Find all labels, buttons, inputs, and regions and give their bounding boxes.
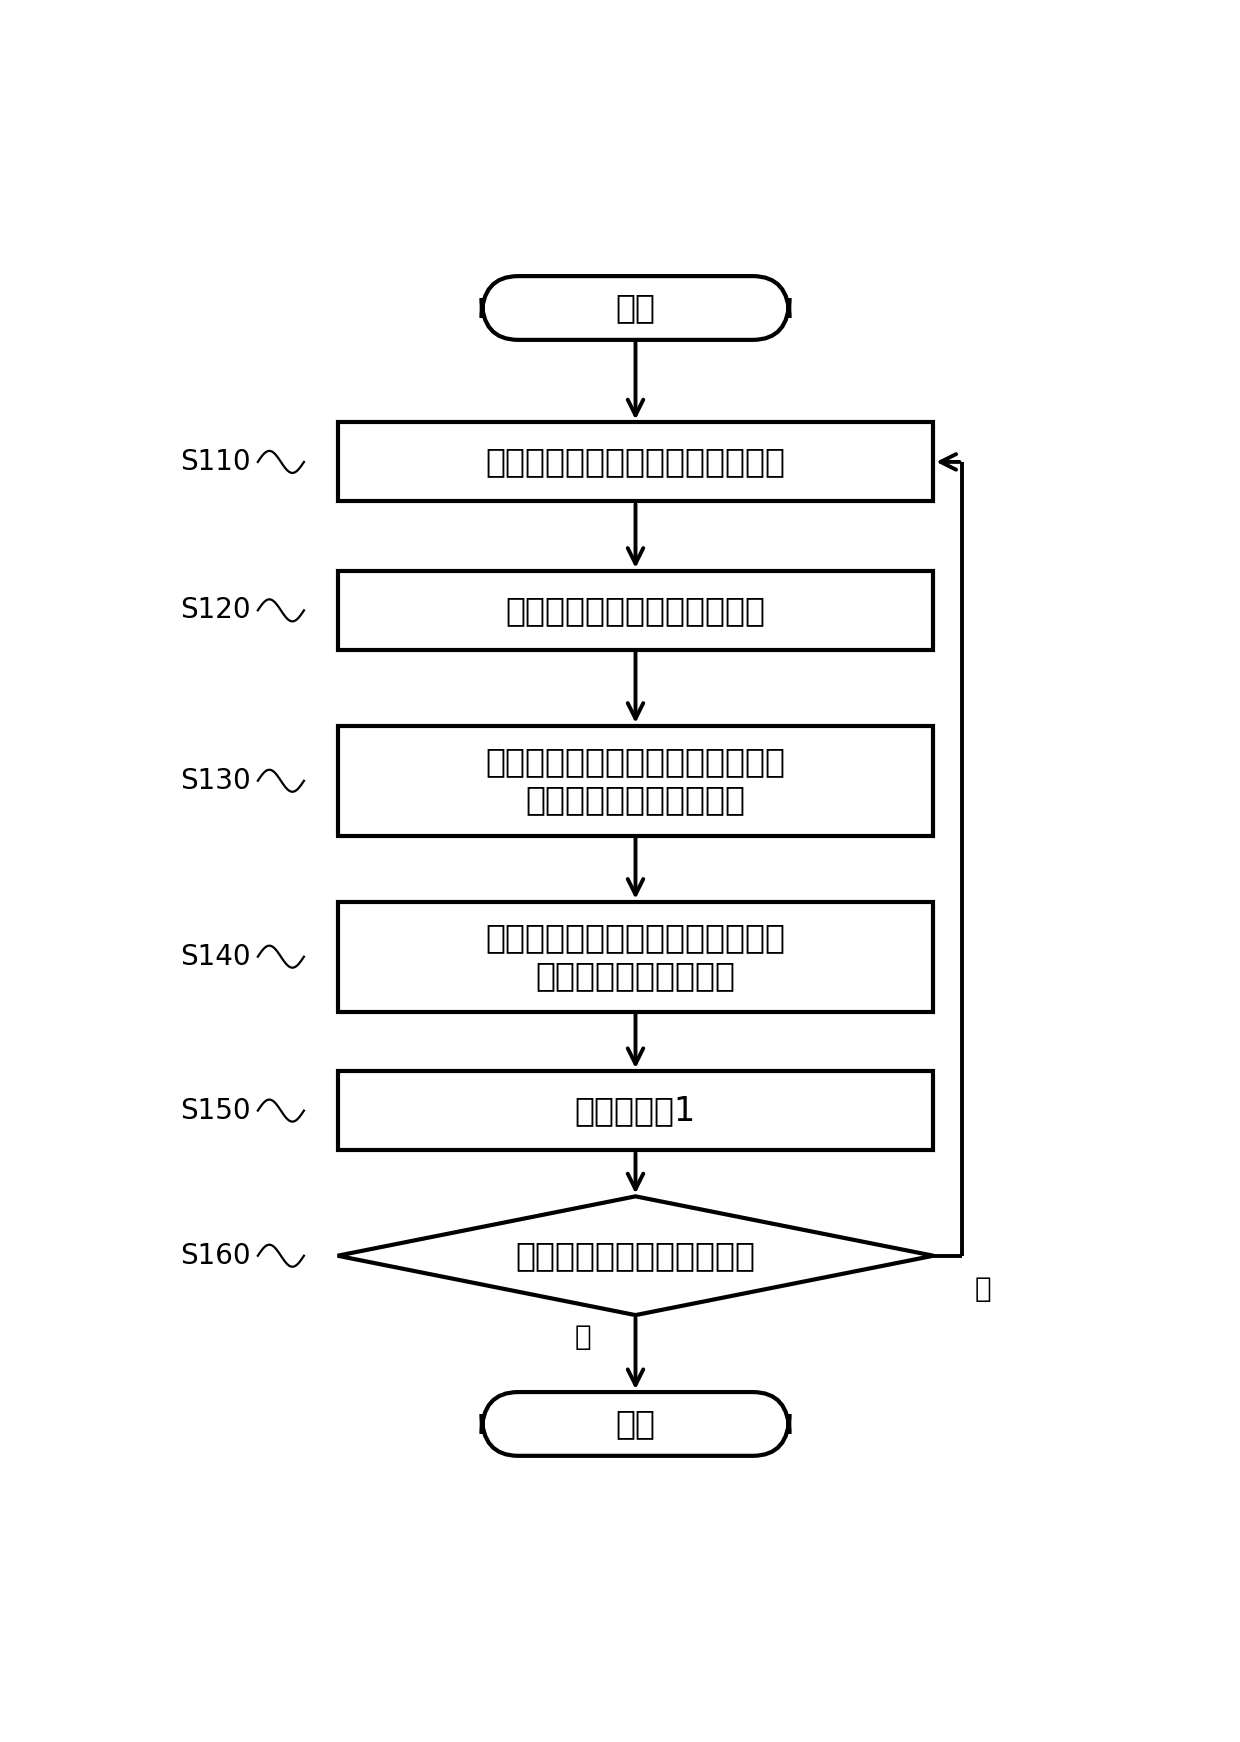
FancyBboxPatch shape [481, 275, 789, 340]
Text: 结束: 结束 [615, 1408, 656, 1441]
Text: 开始: 开始 [615, 291, 656, 324]
Bar [337, 726, 934, 836]
Text: 采集电流环输入和电流环输出: 采集电流环输入和电流环输出 [506, 594, 765, 627]
Text: S150: S150 [181, 1097, 250, 1125]
Text: S130: S130 [180, 766, 250, 794]
Text: 建立磁悬浮平面电机的电流环模型: 建立磁悬浮平面电机的电流环模型 [486, 446, 785, 479]
Text: 否: 否 [975, 1275, 992, 1303]
Text: 判断是否到达结束运行时间: 判断是否到达结束运行时间 [516, 1239, 755, 1272]
Text: 根据电感参数，求解磁悬浮平面电
机的控制器的最优参数: 根据电感参数，求解磁悬浮平面电 机的控制器的最优参数 [486, 922, 785, 993]
Text: S110: S110 [181, 448, 250, 476]
Text: S140: S140 [181, 942, 250, 970]
Bar [337, 1071, 934, 1150]
Polygon shape [337, 1197, 934, 1315]
FancyBboxPatch shape [481, 1392, 789, 1456]
Text: 是: 是 [574, 1324, 591, 1352]
Text: 根据电流环输入和电流环输出，辨
识电流环模型的电感参数: 根据电流环输入和电流环输出，辨 识电流环模型的电感参数 [486, 746, 785, 817]
Bar [337, 902, 934, 1012]
Text: S120: S120 [181, 596, 250, 624]
Text: S160: S160 [181, 1242, 250, 1270]
Text: 采样时刻加1: 采样时刻加1 [575, 1094, 696, 1127]
Bar [337, 422, 934, 502]
Bar [337, 571, 934, 650]
